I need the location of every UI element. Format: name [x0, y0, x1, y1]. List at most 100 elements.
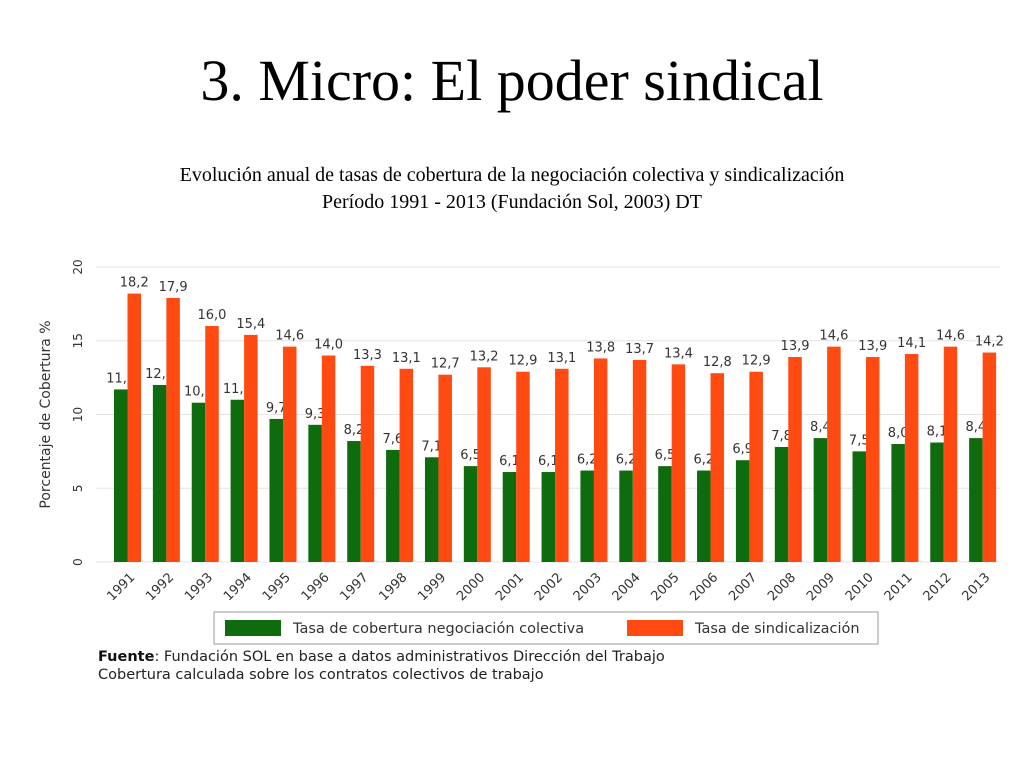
data-label-cobertura: 6,2 [616, 453, 637, 468]
bar-sindicalizacion [438, 374, 452, 562]
bar-cobertura [191, 402, 206, 562]
bar-sindicalizacion [360, 365, 375, 562]
x-tick-label: 2013 [959, 570, 993, 604]
bar-sindicalizacion [943, 346, 958, 562]
x-tick-label: 1999 [415, 570, 449, 604]
x-tick-label: 1997 [338, 570, 372, 604]
bar-cobertura [891, 444, 905, 562]
data-label-sindicalizacion: 14,6 [819, 329, 848, 344]
bar-cobertura [774, 446, 789, 562]
bar-sindicalizacion [632, 359, 647, 562]
bar-cobertura [930, 442, 944, 562]
bar-cobertura [463, 466, 478, 562]
data-label-sindicalizacion: 13,9 [781, 339, 810, 354]
y-tick-label: 0 [71, 558, 85, 566]
bar-cobertura [308, 424, 322, 562]
data-label-cobertura: 6,5 [460, 448, 481, 463]
bar-cobertura [852, 451, 867, 562]
data-label-sindicalizacion: 13,9 [858, 339, 887, 354]
x-tick-label: 1993 [182, 570, 216, 604]
bar-cobertura [735, 460, 750, 562]
bar-sindicalizacion [982, 352, 997, 562]
bar-sindicalizacion [671, 364, 686, 562]
x-tick-label: 2002 [532, 570, 566, 604]
data-label-sindicalizacion: 12,8 [703, 355, 732, 370]
x-tick-label: 2003 [571, 570, 605, 604]
data-label-cobertura: 7,8 [771, 429, 792, 444]
bar-sindicalizacion [593, 358, 608, 562]
data-label-cobertura: 8,4 [966, 420, 987, 435]
chart-subtitle: Evolución anual de tasas de cobertura de… [0, 162, 1024, 216]
source-label: Fuente [98, 649, 155, 665]
x-tick-label: 2008 [765, 570, 799, 604]
data-label-cobertura: 6,1 [499, 454, 520, 469]
bar-cobertura [969, 438, 983, 562]
bar-sindicalizacion [127, 293, 141, 562]
bar-cobertura [269, 418, 283, 562]
data-label-cobertura: 7,6 [382, 432, 403, 447]
bar-sindicalizacion [399, 368, 414, 562]
data-label-sindicalizacion: 14,6 [275, 329, 304, 344]
x-tick-label: 2004 [610, 570, 644, 604]
bar-sindicalizacion [166, 297, 180, 562]
bar-sindicalizacion [244, 334, 258, 562]
data-label-sindicalizacion: 14,1 [897, 336, 926, 351]
bar-sindicalizacion [827, 346, 841, 562]
source-text: : Fundación SOL en base a datos administ… [154, 649, 665, 665]
data-label-cobertura: 6,2 [693, 453, 714, 468]
bar-sindicalizacion [788, 356, 802, 562]
x-tick-label: 2007 [726, 570, 760, 604]
bar-sindicalizacion [205, 326, 219, 562]
bar-cobertura [424, 457, 439, 562]
bar-cobertura [152, 385, 167, 562]
bar-cobertura [230, 399, 245, 562]
data-label-sindicalizacion: 13,2 [470, 349, 499, 364]
bar-cobertura [386, 449, 400, 562]
bar-cobertura [658, 466, 672, 562]
x-tick-label: 2010 [843, 570, 877, 604]
x-tick-label: 1996 [299, 570, 333, 604]
y-tick-label: 20 [71, 259, 85, 274]
y-axis-label: Porcentaje de Cobertura % [38, 320, 54, 508]
data-label-sindicalizacion: 14,6 [936, 329, 965, 344]
y-tick-label: 5 [71, 484, 85, 492]
data-label-sindicalizacion: 14,0 [314, 338, 343, 353]
bar-cobertura [347, 441, 361, 562]
data-label-cobertura: 9,3 [305, 407, 326, 422]
data-label-sindicalizacion: 13,1 [547, 351, 576, 366]
source-note: Fuente: Fundación SOL en base a datos ad… [98, 648, 665, 684]
data-label-cobertura: 6,2 [577, 453, 598, 468]
subtitle-line-1: Evolución anual de tasas de cobertura de… [179, 164, 845, 186]
data-label-sindicalizacion: 13,8 [586, 340, 615, 355]
legend-label-cobertura: Tasa de cobertura negociación colectiva [292, 621, 584, 637]
bar-cobertura [697, 470, 711, 562]
data-label-cobertura: 9,7 [266, 401, 287, 416]
data-label-cobertura: 6,5 [655, 448, 676, 463]
bar-cobertura [502, 472, 517, 562]
x-tick-label: 2009 [804, 570, 838, 604]
bar-sindicalizacion [904, 354, 919, 562]
x-tick-label: 2012 [921, 570, 955, 604]
bar-sindicalizacion [321, 355, 336, 562]
source-line-2: Cobertura calculada sobre los contratos … [98, 667, 544, 683]
data-label-sindicalizacion: 17,9 [159, 280, 188, 295]
data-label-sindicalizacion: 12,9 [508, 354, 537, 369]
subtitle-line-2: Período 1991 - 2013 (Fundación Sol, 2003… [322, 191, 702, 213]
data-label-cobertura: 7,5 [849, 433, 870, 448]
y-tick-label: 10 [71, 407, 85, 422]
x-tick-label: 2005 [648, 570, 682, 604]
y-tick-label: 15 [71, 333, 85, 348]
data-label-sindicalizacion: 16,0 [198, 308, 227, 323]
bar-cobertura [541, 472, 556, 562]
bar-sindicalizacion [749, 371, 763, 562]
data-label-cobertura: 8,0 [888, 426, 909, 441]
bar-cobertura [813, 438, 828, 562]
data-label-sindicalizacion: 13,1 [392, 351, 421, 366]
legend-box [213, 611, 879, 645]
data-label-sindicalizacion: 13,4 [664, 346, 693, 361]
legend-swatch-cobertura [225, 620, 281, 636]
x-tick-label: 2011 [882, 570, 916, 604]
bar-sindicalizacion [710, 373, 725, 562]
data-label-sindicalizacion: 13,3 [353, 348, 382, 363]
data-label-sindicalizacion: 18,2 [120, 276, 149, 291]
